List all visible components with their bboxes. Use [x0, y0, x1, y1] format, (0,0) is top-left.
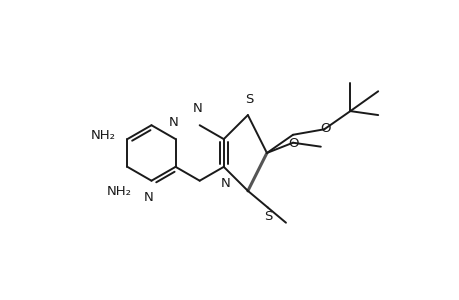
Text: NH₂: NH₂ — [90, 129, 115, 142]
Text: S: S — [264, 210, 272, 224]
Text: N: N — [192, 102, 202, 115]
Text: S: S — [244, 93, 252, 106]
Text: N: N — [168, 116, 178, 129]
Text: O: O — [288, 137, 298, 150]
Text: O: O — [319, 122, 330, 135]
Text: N: N — [143, 190, 153, 204]
Text: NH₂: NH₂ — [106, 185, 132, 198]
Text: N: N — [220, 177, 230, 190]
